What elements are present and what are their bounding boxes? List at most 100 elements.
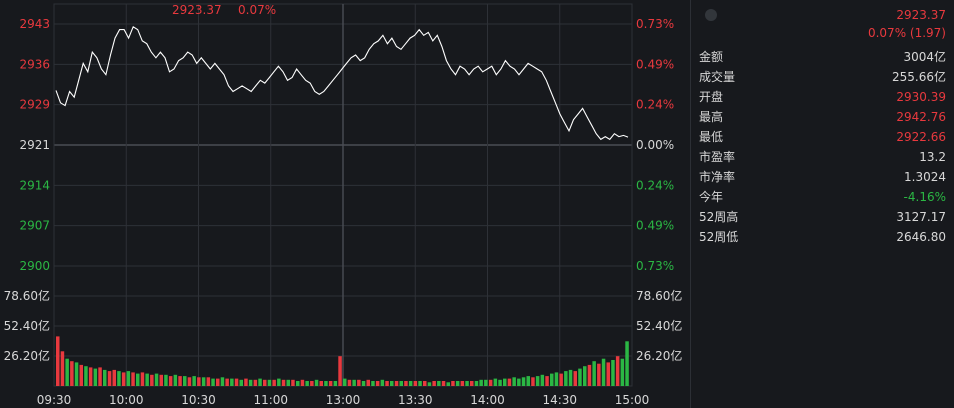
stat-value: 2930.39	[896, 90, 946, 104]
volume-bar	[140, 372, 145, 386]
pct-tick-label: 0.24%	[636, 98, 674, 112]
chart-canvas: 2943 0.73% 2936 0.49% 2929 0.24% 2921 0.00% 2914…	[4, 3, 682, 407]
volume-bar	[159, 374, 163, 386]
volume-bar	[272, 379, 276, 386]
volume-bar	[517, 378, 521, 386]
volume-bar	[192, 376, 196, 386]
pct-tick-label: 0.49%	[636, 57, 674, 71]
volume-bar	[319, 381, 323, 386]
stat-label: 52周高	[699, 210, 739, 224]
price-tick-label: 2907	[19, 219, 50, 233]
volume-tick-label: 26.20亿	[4, 348, 50, 363]
volume-bar	[328, 381, 333, 386]
volume-bar	[225, 378, 229, 386]
volume-bar	[601, 358, 606, 386]
volume-bar	[300, 379, 305, 386]
volume-bar	[206, 377, 211, 386]
volume-bar	[625, 341, 629, 386]
volume-bar	[103, 369, 107, 386]
volume-bar	[121, 372, 126, 386]
volume-bar	[168, 376, 173, 386]
volume-bar	[248, 379, 253, 386]
volume-bar	[545, 376, 549, 386]
volume-bar	[230, 378, 234, 386]
volume-bar	[540, 374, 545, 386]
quote-change: 0.07% (1.97)	[867, 26, 946, 40]
stat-row: 市盈率 13.2	[699, 148, 946, 166]
x-tick-label: 13:30	[398, 393, 433, 407]
x-tick-label: 15:00	[615, 393, 650, 407]
volume-bar	[437, 381, 441, 386]
volume-tick-label: 52.40亿	[636, 318, 682, 333]
stat-row: 今年 -4.16%	[699, 188, 946, 206]
volume-bar	[234, 378, 239, 386]
stat-label: 成交量	[699, 70, 736, 84]
volume-bar	[507, 378, 512, 386]
volume-bar	[338, 356, 342, 386]
volume-bar	[352, 379, 356, 386]
price-tick-label: 2900	[19, 259, 50, 273]
x-tick-label: 14:30	[542, 393, 577, 407]
pct-tick-label: 0.73%	[636, 17, 674, 31]
volume-bar	[597, 363, 601, 386]
volume-bar	[74, 362, 79, 386]
volume-bar	[587, 364, 592, 386]
volume-bar	[583, 366, 587, 386]
cursor-percent: 0.07%	[238, 3, 277, 17]
volume-bar	[564, 371, 568, 386]
volume-tick-label: 78.60亿	[4, 288, 50, 303]
volume-bar	[451, 381, 455, 386]
stat-label: 市盈率	[699, 150, 736, 164]
volume-bar	[404, 381, 408, 386]
volume-bar	[465, 381, 469, 386]
volume-bar	[253, 379, 258, 386]
volume-bar	[470, 381, 474, 386]
stat-row: 成交量 255.66亿	[699, 68, 946, 86]
volume-bar	[79, 364, 83, 386]
volume-bar	[343, 378, 347, 386]
volume-bar	[216, 378, 220, 386]
volume-bar	[446, 382, 450, 386]
x-tick-label: 13:00	[326, 393, 361, 407]
volume-bar	[380, 379, 385, 386]
volume-bar	[441, 381, 446, 386]
volume-bar	[56, 336, 60, 386]
stat-row: 金额 3004亿	[699, 48, 946, 66]
volume-tick-label: 26.20亿	[636, 348, 682, 363]
price-tick-label: 2936	[19, 57, 50, 71]
volume-bar	[488, 379, 493, 386]
intraday-chart[interactable]: 2943 0.73% 2936 0.49% 2929 0.24% 2921 0.00% 2914…	[0, 0, 690, 408]
stat-row: 最高 2942.76	[699, 108, 946, 126]
volume-bar	[568, 369, 573, 386]
stat-row: 最低 2922.66	[699, 128, 946, 146]
pct-tick-label: 0.49%	[636, 219, 674, 233]
volume-bar	[408, 381, 413, 386]
volume-bar	[117, 371, 121, 386]
volume-tick-label: 52.40亿	[4, 318, 50, 333]
stat-label: 开盘	[699, 90, 724, 104]
price-line	[55, 25, 629, 141]
volume-bar	[239, 379, 243, 386]
x-tick-label: 11:00	[253, 393, 288, 407]
stat-value: 13.2	[919, 150, 946, 164]
volume-bar	[550, 373, 554, 386]
volume-bar	[361, 381, 366, 386]
volume-tick-label: 78.60亿	[636, 288, 682, 303]
volume-bar	[145, 373, 149, 386]
volume-bar	[394, 381, 399, 386]
volume-bar	[84, 366, 88, 386]
price-tick-label: 2914	[19, 178, 50, 192]
volume-bar	[173, 374, 178, 386]
stat-value: -4.16%	[903, 190, 946, 204]
volume-bar	[427, 382, 432, 386]
price-tick-label: 2921	[19, 138, 50, 152]
volume-bar	[423, 381, 427, 386]
stat-row: 52周高 3127.17	[699, 208, 946, 226]
volume-bar	[526, 376, 530, 386]
stat-label: 金额	[699, 50, 724, 64]
volume-bar	[112, 369, 116, 386]
index-logo-icon	[705, 9, 717, 21]
volume-bar	[418, 381, 422, 386]
stat-label: 最高	[699, 110, 724, 124]
volume-bar	[65, 358, 69, 386]
